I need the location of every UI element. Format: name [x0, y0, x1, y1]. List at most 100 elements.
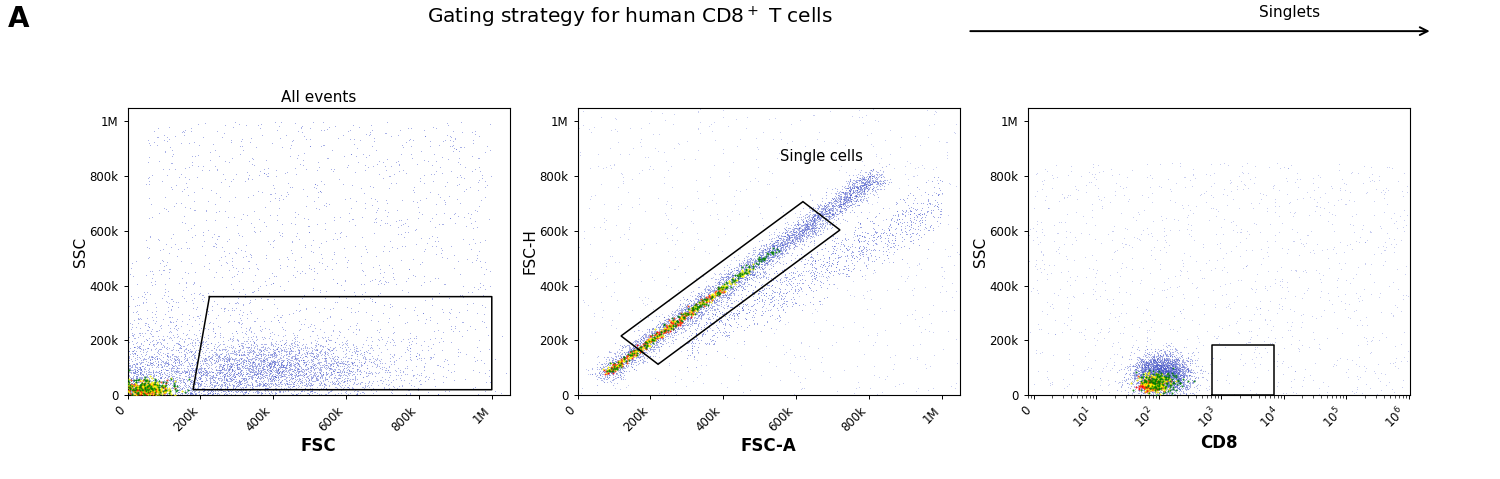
Point: [214, 357, 238, 365]
Point: [740, 258, 764, 266]
Point: [1143, 374, 1167, 382]
Point: [128, 353, 152, 361]
Point: [638, 335, 662, 343]
Point: [378, 368, 402, 376]
Point: [784, 220, 808, 228]
Point: [1152, 366, 1176, 374]
Point: [158, 143, 182, 151]
Point: [821, 211, 844, 218]
Point: [1136, 369, 1160, 377]
Point: [590, 369, 613, 376]
Point: [1137, 362, 1161, 369]
Point: [1122, 375, 1146, 382]
Point: [612, 365, 636, 372]
Point: [1144, 376, 1168, 384]
Point: [770, 249, 794, 257]
Point: [819, 215, 843, 222]
Point: [846, 187, 870, 195]
Point: [708, 283, 732, 291]
Point: [1126, 369, 1150, 377]
Point: [124, 351, 148, 358]
Point: [748, 255, 772, 262]
Point: [741, 272, 765, 279]
Point: [251, 368, 274, 376]
Point: [646, 331, 670, 339]
Point: [771, 341, 795, 349]
Point: [1131, 389, 1155, 397]
Point: [735, 302, 759, 309]
Point: [839, 251, 862, 258]
Point: [682, 314, 706, 321]
Point: [666, 317, 690, 324]
Point: [1140, 391, 1164, 399]
Point: [1140, 375, 1164, 382]
Point: [118, 377, 142, 385]
Point: [1118, 364, 1142, 372]
Point: [1136, 345, 1160, 353]
Point: [240, 154, 264, 162]
Point: [898, 217, 922, 224]
Point: [686, 108, 709, 116]
Point: [608, 364, 631, 372]
Point: [720, 303, 744, 310]
Point: [614, 354, 638, 362]
Point: [1146, 379, 1170, 387]
Point: [244, 352, 268, 359]
Point: [246, 370, 270, 378]
Point: [1155, 367, 1179, 375]
Point: [129, 382, 153, 389]
Point: [726, 268, 750, 275]
Point: [1150, 370, 1174, 378]
Point: [1156, 363, 1180, 370]
Point: [211, 354, 236, 362]
Point: [1156, 366, 1180, 374]
Point: [1161, 363, 1185, 371]
Point: [657, 273, 681, 280]
Point: [758, 246, 782, 254]
Point: [333, 340, 357, 347]
Point: [231, 374, 255, 382]
Point: [144, 394, 168, 401]
Point: [1178, 367, 1202, 375]
Point: [1317, 297, 1341, 304]
Point: [262, 372, 286, 380]
Point: [390, 196, 414, 204]
Point: [166, 364, 190, 372]
Point: [1128, 371, 1152, 378]
Point: [314, 354, 338, 362]
Point: [1155, 373, 1179, 380]
Point: [246, 367, 270, 375]
Point: [628, 342, 652, 350]
Point: [217, 366, 242, 374]
Point: [640, 329, 664, 336]
Point: [1152, 380, 1176, 388]
Point: [134, 391, 158, 399]
Point: [758, 254, 782, 262]
Point: [801, 219, 825, 227]
Point: [762, 276, 786, 284]
Point: [147, 209, 171, 217]
Point: [240, 391, 264, 399]
Point: [674, 309, 698, 317]
Point: [134, 381, 158, 388]
Point: [696, 295, 720, 303]
Point: [910, 210, 934, 217]
Point: [202, 350, 226, 358]
Point: [186, 120, 210, 128]
Point: [706, 288, 730, 296]
Point: [1154, 374, 1178, 381]
Point: [678, 309, 702, 317]
Point: [118, 384, 142, 392]
Point: [1142, 375, 1166, 382]
Point: [754, 253, 778, 261]
Point: [696, 286, 720, 294]
Point: [303, 370, 327, 378]
Point: [132, 387, 156, 395]
Point: [645, 336, 669, 344]
Point: [236, 351, 260, 359]
Point: [138, 388, 162, 396]
Point: [1161, 375, 1185, 382]
Point: [610, 363, 634, 371]
Point: [282, 378, 306, 386]
Point: [1164, 383, 1188, 390]
